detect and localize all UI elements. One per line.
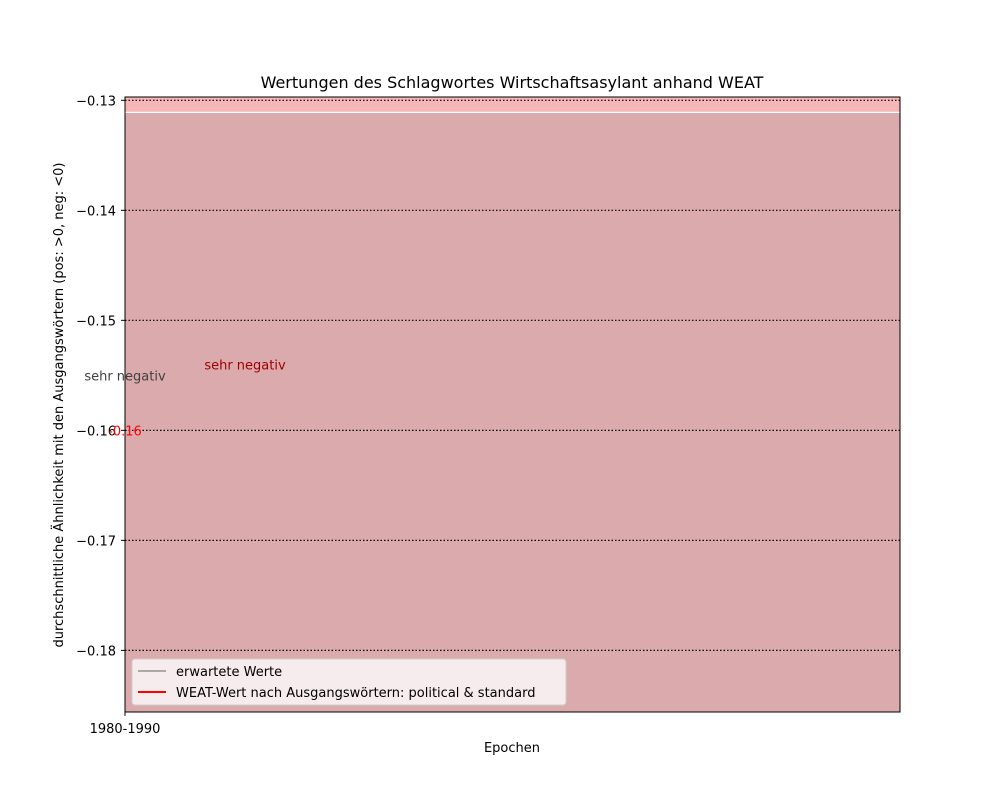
y-axis: −0.13 −0.14 −0.15 −0.16 −0.17 −0.18 [76, 94, 125, 659]
weat-value-label: -0.16 [108, 424, 142, 439]
y-tick-label: −0.13 [76, 94, 116, 109]
y-tick-label: −0.18 [76, 644, 116, 659]
legend-label-weat: WEAT-Wert nach Ausgangswörtern: politica… [176, 686, 535, 701]
y-tick-label: −0.16 [76, 424, 116, 439]
x-axis-label: Epochen [484, 741, 540, 756]
chart-title: Wertungen des Schlagwortes Wirtschaftsas… [261, 73, 764, 92]
y-tick-label: −0.15 [76, 314, 116, 329]
expected-annotation: sehr negativ [84, 369, 166, 384]
legend-label-expected: erwartete Werte [176, 665, 282, 680]
x-tick-label: 1980-1990 [90, 722, 161, 737]
y-tick-label: −0.14 [76, 204, 116, 219]
plot-frame [124, 96, 901, 713]
y-axis-label: durchschnittliche Ähnlichkeit mit den Au… [51, 162, 67, 647]
legend: erwartete Werte WEAT-Wert nach Ausgangsw… [131, 658, 567, 706]
weat-annotation: sehr negativ [204, 358, 286, 373]
x-axis: 1980-1990 [90, 712, 161, 737]
background-band [125, 112, 900, 712]
top-band [125, 97, 900, 113]
legend-box [131, 658, 567, 706]
y-tick-label: −0.17 [76, 534, 116, 549]
